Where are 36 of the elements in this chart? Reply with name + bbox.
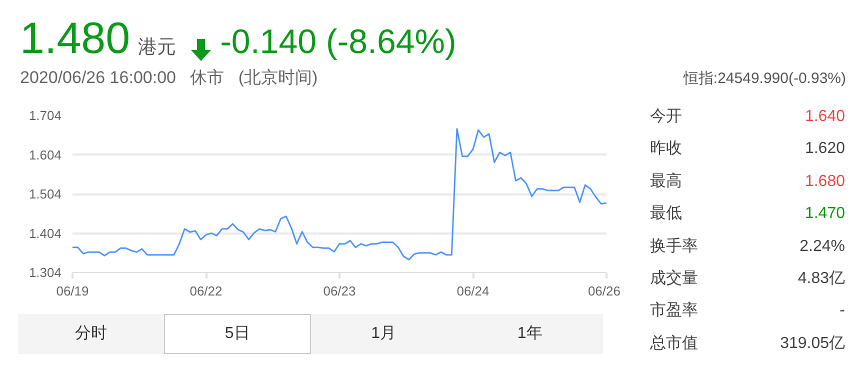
chart-title: 1.480 bbox=[20, 14, 130, 63]
category-label: 换手率 bbox=[650, 236, 698, 257]
text: 1.680 bbox=[804, 172, 845, 190]
text: 恒指:24549.990(-0.93%) bbox=[683, 69, 846, 89]
text: 1月 bbox=[310, 314, 457, 354]
x-tick-label: 06/24 bbox=[456, 284, 490, 298]
category-label: 今开 bbox=[650, 107, 682, 127]
chart-subtitle: 2020/06/26 16:00:00 休市 (北京时间) bbox=[20, 67, 318, 89]
y-tick-label: 1.604 bbox=[28, 147, 62, 162]
text: - bbox=[840, 302, 845, 320]
y-tick-label: 1.704 bbox=[28, 108, 62, 123]
x-tick-label: 06/26 bbox=[588, 284, 621, 298]
x-tick-label: 06/23 bbox=[323, 284, 356, 298]
x-tick-label: 06/19 bbox=[56, 284, 89, 298]
category-label: 最低 bbox=[650, 204, 682, 224]
category-label: 总市值 bbox=[650, 334, 698, 354]
y-tick-label: 1.504 bbox=[28, 186, 62, 202]
x-tick-label: 06/22 bbox=[190, 284, 222, 298]
text: 1.470 bbox=[804, 205, 845, 222]
text: 1年 bbox=[456, 314, 603, 354]
category-label: 最高 bbox=[650, 172, 682, 192]
text: 5日 bbox=[164, 314, 310, 354]
text: 2.24% bbox=[800, 238, 845, 255]
text: 1.640 bbox=[804, 108, 845, 125]
y-tick-label: 1.404 bbox=[28, 226, 62, 241]
text: 港元 bbox=[138, 37, 176, 58]
text: -0.140 (-8.64%) bbox=[220, 23, 456, 61]
category-label: 昨收 bbox=[650, 139, 682, 160]
y-tick-label: 1.304 bbox=[28, 265, 62, 280]
text: 319.05亿 bbox=[780, 334, 845, 352]
text: 分时 bbox=[18, 314, 164, 354]
text: 4.83亿 bbox=[798, 270, 845, 287]
text: 1.620 bbox=[804, 140, 845, 158]
category-label: 成交量 bbox=[650, 268, 698, 289]
line-series bbox=[72, 128, 606, 260]
category-label: 市盈率 bbox=[650, 300, 698, 322]
